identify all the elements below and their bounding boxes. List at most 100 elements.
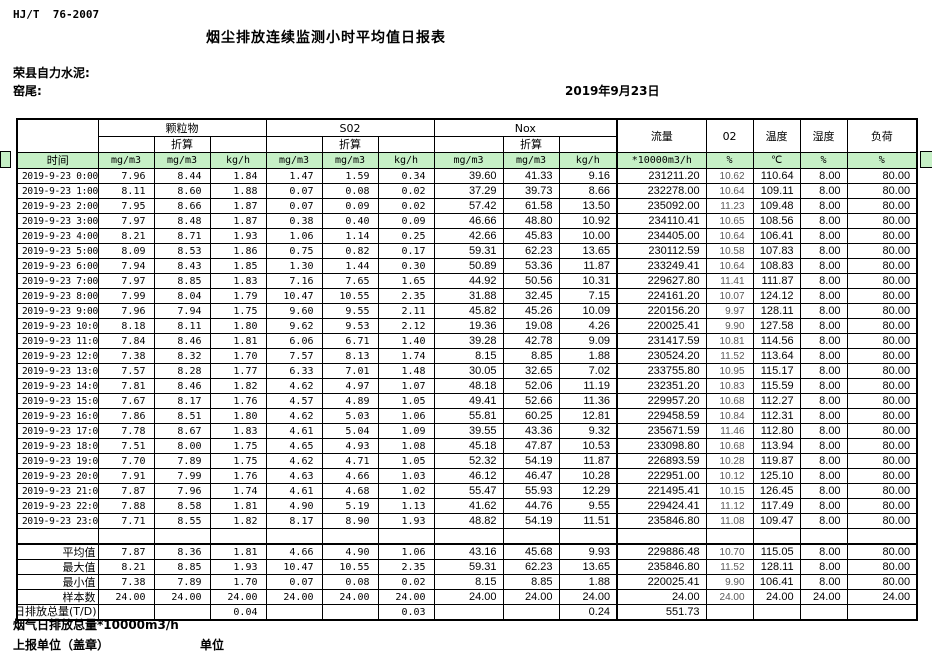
cell: 107.83 xyxy=(752,243,801,259)
cell: 1.59 xyxy=(321,168,379,184)
cell: 11.12 xyxy=(705,498,754,514)
cell: 80.00 xyxy=(846,258,918,274)
cell: 2019-9-23 19:00 xyxy=(16,453,99,469)
cell: 24.00 xyxy=(377,589,435,605)
cell: 1.93 xyxy=(209,559,267,575)
cell: 8.17 xyxy=(265,513,323,529)
cell: 4.66 xyxy=(321,468,379,484)
cell: 46.47 xyxy=(502,468,560,484)
cell: 11.51 xyxy=(558,513,618,529)
cell: 8.00 xyxy=(799,438,848,454)
cell: 1.47 xyxy=(265,168,323,184)
cell: 8.00 xyxy=(799,453,848,469)
cell: 7.65 xyxy=(321,273,379,289)
cell: 0.02 xyxy=(377,574,435,590)
unit-cell: % xyxy=(705,152,754,169)
cell: 0.40 xyxy=(321,213,379,229)
cell: 4.66 xyxy=(265,543,323,560)
cell: 80.00 xyxy=(846,318,918,334)
unit-cell: kg/h xyxy=(377,152,435,169)
cell: 日排放总量(T/D) xyxy=(16,604,99,621)
cell: 8.85 xyxy=(502,574,560,590)
cell: 8.46 xyxy=(153,333,211,349)
cell: 127.58 xyxy=(752,318,801,334)
cell: 80.00 xyxy=(846,348,918,364)
cell: 106.41 xyxy=(752,574,801,590)
cell: 1.48 xyxy=(377,363,435,379)
cell: 1.74 xyxy=(377,348,435,364)
cell: 54.19 xyxy=(502,513,560,529)
table-body: 2019-9-23 0:00 7.96 8.44 1.84 1.47 1.59 0.34 39… xyxy=(16,168,918,621)
cell xyxy=(433,604,504,621)
footer-reporting-unit: 上报单位（盖章） xyxy=(13,638,110,652)
summary-row: 最小值 7.38 7.89 1.70 0.07 0.08 0.02 8.15 8.85 1.88 2… xyxy=(16,574,918,590)
cell: 9.55 xyxy=(558,498,618,514)
cell: 7.57 xyxy=(97,363,155,379)
cell: 1.80 xyxy=(209,318,267,334)
cell: 8.60 xyxy=(153,183,211,199)
cell: 234110.41 xyxy=(616,213,707,229)
cell: 221495.41 xyxy=(616,483,707,499)
cell: 9.16 xyxy=(558,168,618,184)
cell: 126.45 xyxy=(752,483,801,499)
cell: 10.28 xyxy=(705,453,754,469)
cell: 52.32 xyxy=(433,453,504,469)
cell: 9.62 xyxy=(265,318,323,334)
table-row: 2019-9-23 18:00 7.51 8.00 1.75 4.65 4.93 1.08 4… xyxy=(16,438,918,454)
cell: 32.65 xyxy=(502,363,560,379)
cell: 2019-9-23 3:00 xyxy=(16,213,99,229)
cell: 11.87 xyxy=(558,453,618,469)
cell: 109.48 xyxy=(752,198,801,214)
cell: 7.91 xyxy=(97,468,155,484)
cell: 108.83 xyxy=(752,258,801,274)
cell: 2019-9-23 12:00 xyxy=(16,348,99,364)
cell: 4.62 xyxy=(265,408,323,424)
cell: 1.87 xyxy=(209,213,267,229)
cell: 0.03 xyxy=(377,604,435,621)
cell: 12.81 xyxy=(558,408,618,424)
cell: 1.84 xyxy=(209,168,267,184)
table-row: 2019-9-23 12:00 7.38 8.32 1.70 7.57 8.13 1.74 8… xyxy=(16,348,918,364)
cell: 24.00 xyxy=(752,589,801,605)
cell: 41.33 xyxy=(502,168,560,184)
table-row: 2019-9-23 1:00 8.11 8.60 1.88 0.07 0.08 0.02 37… xyxy=(16,183,918,199)
cell: 8.43 xyxy=(153,258,211,274)
cell: 44.92 xyxy=(433,273,504,289)
cell: 80.00 xyxy=(846,438,918,454)
table-row: 2019-9-23 13:00 7.57 8.28 1.77 6.33 7.01 1.48 3… xyxy=(16,363,918,379)
cell: 10.95 xyxy=(705,363,754,379)
cell: 7.02 xyxy=(558,363,618,379)
cell: 7.96 xyxy=(97,303,155,319)
cell xyxy=(846,604,918,621)
cell: 13.65 xyxy=(558,243,618,259)
cell: 8.00 xyxy=(799,408,848,424)
table-row: 2019-9-23 4:00 8.21 8.71 1.93 1.06 1.14 0.25 42… xyxy=(16,228,918,244)
cell: 10.12 xyxy=(705,468,754,484)
cell: 220156.20 xyxy=(616,303,707,319)
cell: 8.00 xyxy=(799,303,848,319)
cell: 1.05 xyxy=(377,393,435,409)
cell: 80.00 xyxy=(846,273,918,289)
cell: 42.78 xyxy=(502,333,560,349)
cell: 4.61 xyxy=(265,483,323,499)
cell: 2.12 xyxy=(377,318,435,334)
cell: 10.64 xyxy=(705,183,754,199)
unit-cell: % xyxy=(799,152,848,169)
cell: 8.21 xyxy=(97,228,155,244)
cell xyxy=(209,136,267,153)
cell: 9.90 xyxy=(705,574,754,590)
cell: 80.00 xyxy=(846,559,918,575)
cell: 8.32 xyxy=(153,348,211,364)
cell: 7.71 xyxy=(97,513,155,529)
converted-label-nox: 折算 xyxy=(502,136,560,153)
cell: 8.58 xyxy=(153,498,211,514)
cell: 6.33 xyxy=(265,363,323,379)
cell: 231211.20 xyxy=(616,168,707,184)
cell xyxy=(97,528,155,545)
cell: 0.25 xyxy=(377,228,435,244)
cell: 124.12 xyxy=(752,288,801,304)
cell: 8.15 xyxy=(433,348,504,364)
cell: 59.31 xyxy=(433,559,504,575)
unit-cell: mg/m3 xyxy=(321,152,379,169)
cell: 11.41 xyxy=(705,273,754,289)
